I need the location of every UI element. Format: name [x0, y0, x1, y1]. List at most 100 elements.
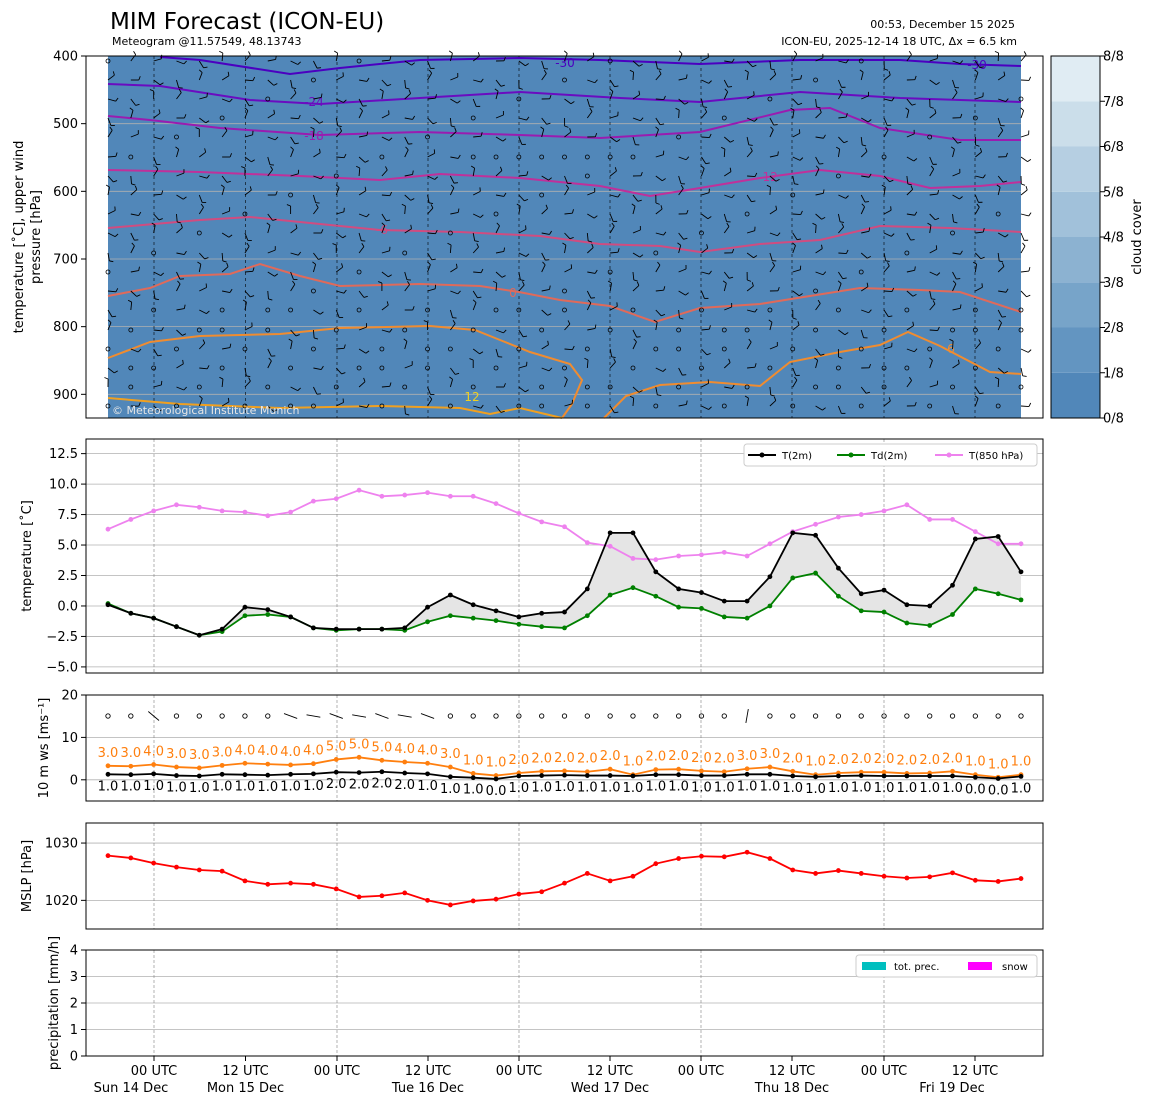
barb-staff	[838, 329, 846, 336]
barb-flag	[343, 153, 347, 158]
barb-staff	[655, 98, 664, 101]
calm-circle	[881, 154, 887, 160]
calm-circle	[356, 307, 362, 313]
calm-circle	[311, 288, 316, 294]
barb-staff	[427, 398, 433, 407]
barb-flag	[226, 262, 229, 267]
barb-staff	[107, 322, 112, 331]
point-t2m	[333, 626, 339, 632]
barb-staff	[701, 328, 710, 331]
value-label-mean: 1.0	[760, 779, 781, 794]
barb-flag	[248, 51, 251, 56]
barb-flag	[248, 377, 251, 382]
barb-flag	[366, 131, 369, 136]
barb-flag	[522, 281, 525, 286]
barb-flag	[913, 158, 918, 162]
value-label-mean: 1.0	[942, 781, 963, 796]
barb-flag	[680, 184, 684, 189]
barb-staff	[860, 136, 863, 145]
point-td2m	[858, 608, 864, 614]
value-label-mean: 1.0	[623, 781, 644, 796]
point-td2m	[562, 625, 567, 631]
barb-flag	[226, 180, 231, 183]
colorbar-band	[1051, 237, 1100, 283]
barb-flag	[663, 231, 667, 236]
barb-flag	[978, 339, 981, 344]
barb-flag	[476, 243, 479, 248]
barb-flag	[104, 377, 109, 380]
barb-staff	[655, 232, 664, 236]
barb-staff	[678, 77, 687, 81]
barb-staff	[723, 362, 731, 369]
calm-circle	[265, 307, 271, 313]
point-mslp	[584, 871, 590, 876]
mslp-gridlines	[86, 823, 1043, 929]
barb-flag	[321, 229, 324, 234]
temperature-frame	[85, 438, 1044, 674]
barb-flag	[607, 280, 612, 284]
point-td2m	[813, 570, 818, 576]
calm-circle	[493, 307, 499, 313]
barb-staff	[610, 251, 619, 254]
barb-flag	[975, 144, 980, 147]
barb-flag	[227, 397, 230, 402]
barb-flag	[366, 213, 370, 218]
barb-staff	[610, 194, 618, 198]
barb-flag	[158, 218, 163, 221]
point-td2m	[950, 612, 955, 617]
barb-flag	[816, 106, 821, 109]
chart-subtitle: Meteogram @11.57549, 48.13743	[112, 35, 302, 48]
barb-flag	[731, 194, 735, 199]
barb-flag	[980, 256, 985, 260]
calm-circle	[813, 327, 818, 333]
barb-staff	[130, 301, 133, 311]
barb-flag	[821, 216, 826, 220]
barb-staff	[655, 129, 659, 138]
barb-flag	[401, 203, 406, 207]
barb-flag	[184, 114, 187, 119]
calm-circle	[721, 403, 727, 409]
point-td2m	[836, 593, 841, 599]
point-t850	[721, 549, 727, 555]
barb-flag	[657, 261, 661, 266]
barb-staff	[701, 56, 709, 62]
value-label-mean: 1.0	[143, 779, 164, 794]
barb-flag	[572, 209, 574, 214]
barb-staff	[769, 209, 777, 215]
barb-staff	[472, 98, 477, 107]
barb-staff	[244, 232, 249, 241]
barb-staff	[153, 156, 157, 165]
barb-staff	[495, 91, 499, 100]
barb-staff	[107, 210, 116, 215]
barb-staff	[678, 268, 687, 273]
barb-flag	[770, 126, 774, 131]
point-mean	[858, 773, 864, 778]
barb-staff	[450, 367, 456, 375]
calm-circle	[813, 288, 818, 294]
temperature-y-ticks: −5.0−2.50.02.55.07.510.012.5	[46, 447, 86, 675]
barb-staff	[221, 75, 230, 81]
point-td2m	[539, 624, 545, 630]
y-tick-label: 700	[53, 252, 78, 267]
barb-staff	[587, 247, 594, 254]
barb-flag	[455, 372, 460, 375]
barb-flag	[770, 394, 775, 397]
barb-staff	[701, 192, 710, 196]
barb-flag	[911, 103, 916, 106]
barb-flag	[751, 282, 754, 287]
barb-flag	[359, 107, 363, 112]
value-label-gust: 3.0	[212, 745, 233, 760]
barb-staff	[952, 92, 958, 100]
barb-flag	[908, 50, 912, 55]
point-mean	[493, 776, 499, 782]
barb-flag	[503, 247, 506, 252]
barb-flag	[161, 327, 164, 332]
barb-flag	[133, 50, 137, 55]
calm-circle	[562, 154, 567, 160]
barb-staff	[974, 264, 978, 273]
barb-staff	[199, 287, 207, 292]
barb-staff	[450, 323, 456, 331]
barb-flag	[500, 84, 505, 87]
point-mslp	[767, 856, 773, 861]
